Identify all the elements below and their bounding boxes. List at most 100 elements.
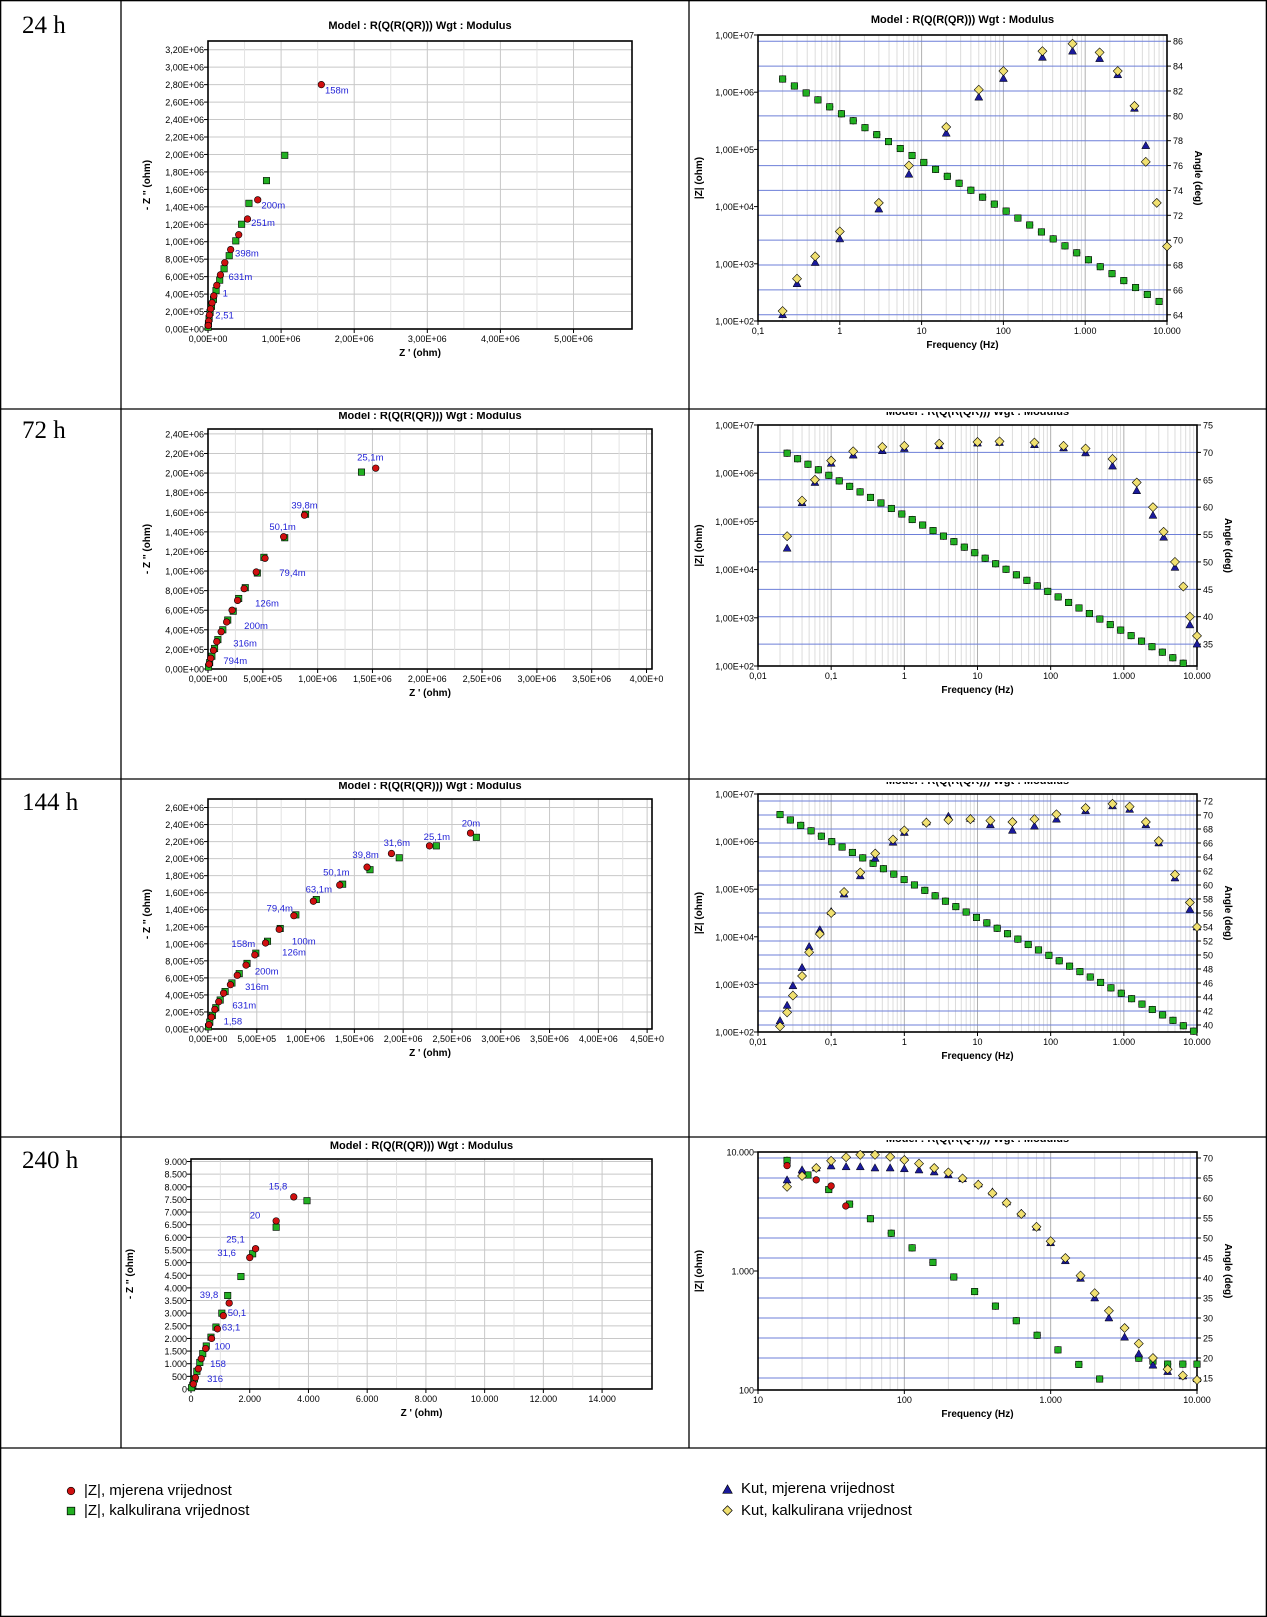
data-point — [1075, 1270, 1086, 1281]
data-point — [1031, 1221, 1042, 1232]
y-axis-label: - Z '' (ohm) — [125, 1249, 136, 1299]
data-point — [207, 1013, 216, 1021]
data-point — [888, 834, 898, 845]
data-point — [879, 865, 887, 873]
x-tick-label: 0,01 — [749, 671, 767, 681]
x-axis-label: Z ' (ohm) — [401, 1408, 443, 1419]
data-point — [885, 1151, 896, 1162]
data-points — [782, 436, 1202, 667]
data-point — [1080, 803, 1091, 813]
data-point — [870, 1149, 880, 1160]
data-point — [1065, 598, 1073, 606]
x-tick-label: 3,50E+06 — [530, 1034, 569, 1044]
y-axis-label: |Z| (ohm) — [694, 524, 705, 566]
data-point — [981, 554, 989, 562]
x-tick-label: 8.000 — [415, 1394, 438, 1404]
frequency-label: 158 — [210, 1359, 226, 1370]
x-tick-label: 2,00E+06 — [335, 334, 374, 344]
data-point — [1138, 637, 1146, 645]
data-point — [281, 151, 289, 159]
data-point — [974, 92, 984, 101]
data-point — [1132, 486, 1142, 494]
data-point — [1085, 610, 1093, 618]
data-point — [825, 471, 833, 479]
data-point — [866, 1215, 874, 1223]
data-point — [1012, 1317, 1020, 1325]
frequency-label: 100 — [214, 1342, 230, 1353]
data-point — [1012, 571, 1020, 579]
y-tick-label: 3.500 — [164, 1296, 187, 1306]
data-point — [814, 929, 825, 939]
y-tick-label: 3,20E+06 — [165, 45, 204, 55]
data-point — [290, 912, 298, 920]
data-point — [1044, 587, 1052, 595]
data-point — [877, 499, 885, 507]
data-point — [466, 829, 475, 837]
y2-tick-label: 62 — [1203, 867, 1213, 877]
y-tick-label: 8.500 — [164, 1170, 187, 1180]
y2-tick-label: 64 — [1173, 310, 1183, 320]
chart-title: Model : R(Q(R(QR))) Wgt : Modulus — [886, 782, 1069, 787]
y2-tick-labels: 64 66 68 70 72 74 76 78 80 82 84 86 — [1167, 37, 1183, 320]
data-point — [782, 531, 793, 542]
data-point — [220, 989, 228, 997]
x-tick-labels: 0 2.000 4.000 6.000 8.000 10.000 12.000 14.000 — [188, 1389, 616, 1404]
x-tick-label: 100 — [996, 326, 1011, 336]
y-tick-labels: 0,00E+00 2,00E+05 4,00E+05 6,00E+05 8,00E+05… — [165, 429, 208, 675]
data-point — [1179, 1022, 1187, 1030]
y2-tick-label: 66 — [1203, 839, 1213, 849]
y2-tick-label: 50 — [1203, 1234, 1213, 1244]
legend-item-measured-angle: Kut, mjerena vrijednost — [722, 1480, 894, 1497]
y-tick-label: 8,00E+05 — [165, 586, 204, 596]
y-tick-label: 7.500 — [164, 1195, 187, 1205]
y-tick-label: 2,40E+06 — [165, 820, 204, 830]
data-point — [783, 449, 791, 457]
data-point — [873, 197, 884, 208]
data-point — [797, 971, 807, 981]
x-tick-label: 5,00E+05 — [243, 674, 282, 684]
y2-tick-label: 54 — [1203, 923, 1213, 933]
y-tick-label: 1,60E+06 — [165, 185, 204, 195]
data-point — [205, 311, 214, 319]
data-point — [272, 1223, 280, 1231]
y-tick-label: 2.000 — [164, 1334, 187, 1344]
y-tick-labels: 1,00E+02 1,00E+03 1,00E+04 1,00E+05 1,00E+06… — [715, 31, 758, 327]
y-tick-label: 3.000 — [164, 1309, 187, 1319]
y-tick-label: 3,00E+06 — [165, 63, 204, 73]
x-tick-label: 100 — [897, 1395, 912, 1405]
data-point — [782, 1000, 792, 1009]
data-point — [225, 252, 233, 260]
data-point — [919, 521, 927, 529]
data-point — [1108, 461, 1117, 470]
y-tick-label: 1,40E+06 — [165, 202, 204, 212]
y-tick-label: 2,80E+06 — [165, 80, 204, 90]
data-point — [914, 1165, 924, 1174]
data-point — [1124, 801, 1135, 812]
data-point — [1162, 241, 1172, 252]
data-point — [1026, 221, 1034, 229]
y2-tick-label: 42 — [1203, 1007, 1213, 1017]
data-point — [899, 440, 910, 451]
data-point — [1132, 284, 1140, 292]
y2-tick-label: 60 — [1203, 881, 1213, 891]
legend-label: |Z|, kalkulirana vrijednost — [84, 1502, 250, 1519]
frequency-label: 25,1 — [226, 1234, 245, 1245]
data-point — [941, 897, 949, 905]
y-tick-label: 1,00E+06 — [165, 939, 204, 949]
chart-title: Model : R(Q(R(QR))) Wgt : Modulus — [328, 20, 511, 32]
data-points — [777, 38, 1172, 319]
frequency-label: 25,1m — [357, 452, 383, 463]
data-point — [1128, 995, 1136, 1003]
data-point — [1131, 477, 1142, 488]
x-tick-label: 1,00E+06 — [286, 1034, 325, 1044]
plot-frame — [207, 428, 653, 670]
chart-title: Model : R(Q(R(QR))) Wgt : Modulus — [886, 412, 1069, 418]
data-point — [1162, 1364, 1173, 1375]
data-point — [189, 1380, 197, 1388]
y-tick-label: 2,00E+06 — [165, 854, 204, 864]
data-point — [797, 495, 807, 506]
y-tick-label: 6.500 — [164, 1220, 187, 1230]
y-tick-label: 0 — [182, 1385, 187, 1395]
y-axis-label: - Z '' (ohm) — [142, 889, 153, 939]
x-tick-label: 10.000 — [1183, 1037, 1211, 1047]
